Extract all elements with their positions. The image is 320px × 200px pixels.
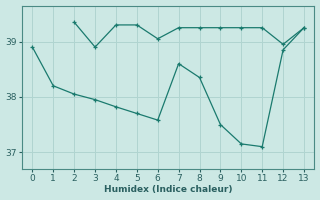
X-axis label: Humidex (Indice chaleur): Humidex (Indice chaleur): [104, 185, 232, 194]
